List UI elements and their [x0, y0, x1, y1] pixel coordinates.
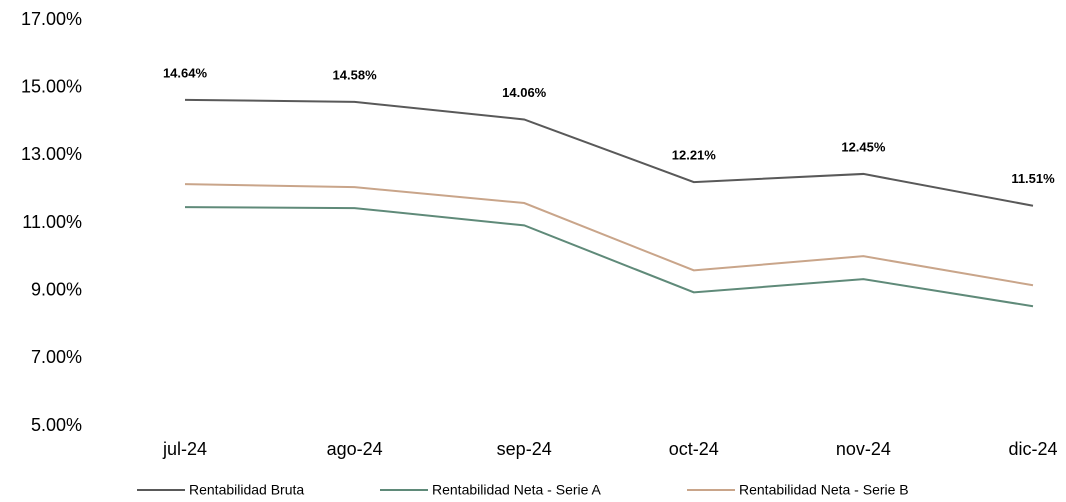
y-tick-label: 15.00%: [21, 76, 82, 96]
legend-label: Rentabilidad Bruta: [189, 482, 304, 498]
data-label: 11.51%: [1011, 171, 1055, 186]
y-tick-label: 5.00%: [31, 415, 82, 435]
x-tick-label: oct-24: [669, 439, 719, 459]
y-tick-label: 7.00%: [31, 347, 82, 367]
x-tick-label: jul-24: [162, 439, 207, 459]
series-line: [184, 183, 1034, 287]
data-label: 14.64%: [163, 65, 208, 80]
x-tick-label: dic-24: [1008, 439, 1057, 459]
x-tick-label: sep-24: [497, 439, 552, 459]
y-tick-label: 9.00%: [31, 279, 82, 299]
series-line: [184, 98, 1034, 207]
x-tick-label: nov-24: [836, 439, 891, 459]
data-label: 12.45%: [841, 139, 886, 154]
data-label: 14.06%: [502, 85, 547, 100]
y-tick-label: 17.00%: [21, 9, 82, 29]
series-line: [184, 206, 1034, 308]
y-tick-label: 11.00%: [22, 212, 82, 232]
y-tick-label: 13.00%: [21, 144, 82, 164]
x-tick-label: ago-24: [327, 439, 383, 459]
legend-label: Rentabilidad Neta - Serie B: [739, 482, 909, 498]
legend-label: Rentabilidad Neta - Serie A: [432, 482, 602, 498]
data-label: 14.58%: [333, 67, 378, 82]
data-label: 12.21%: [672, 147, 717, 162]
